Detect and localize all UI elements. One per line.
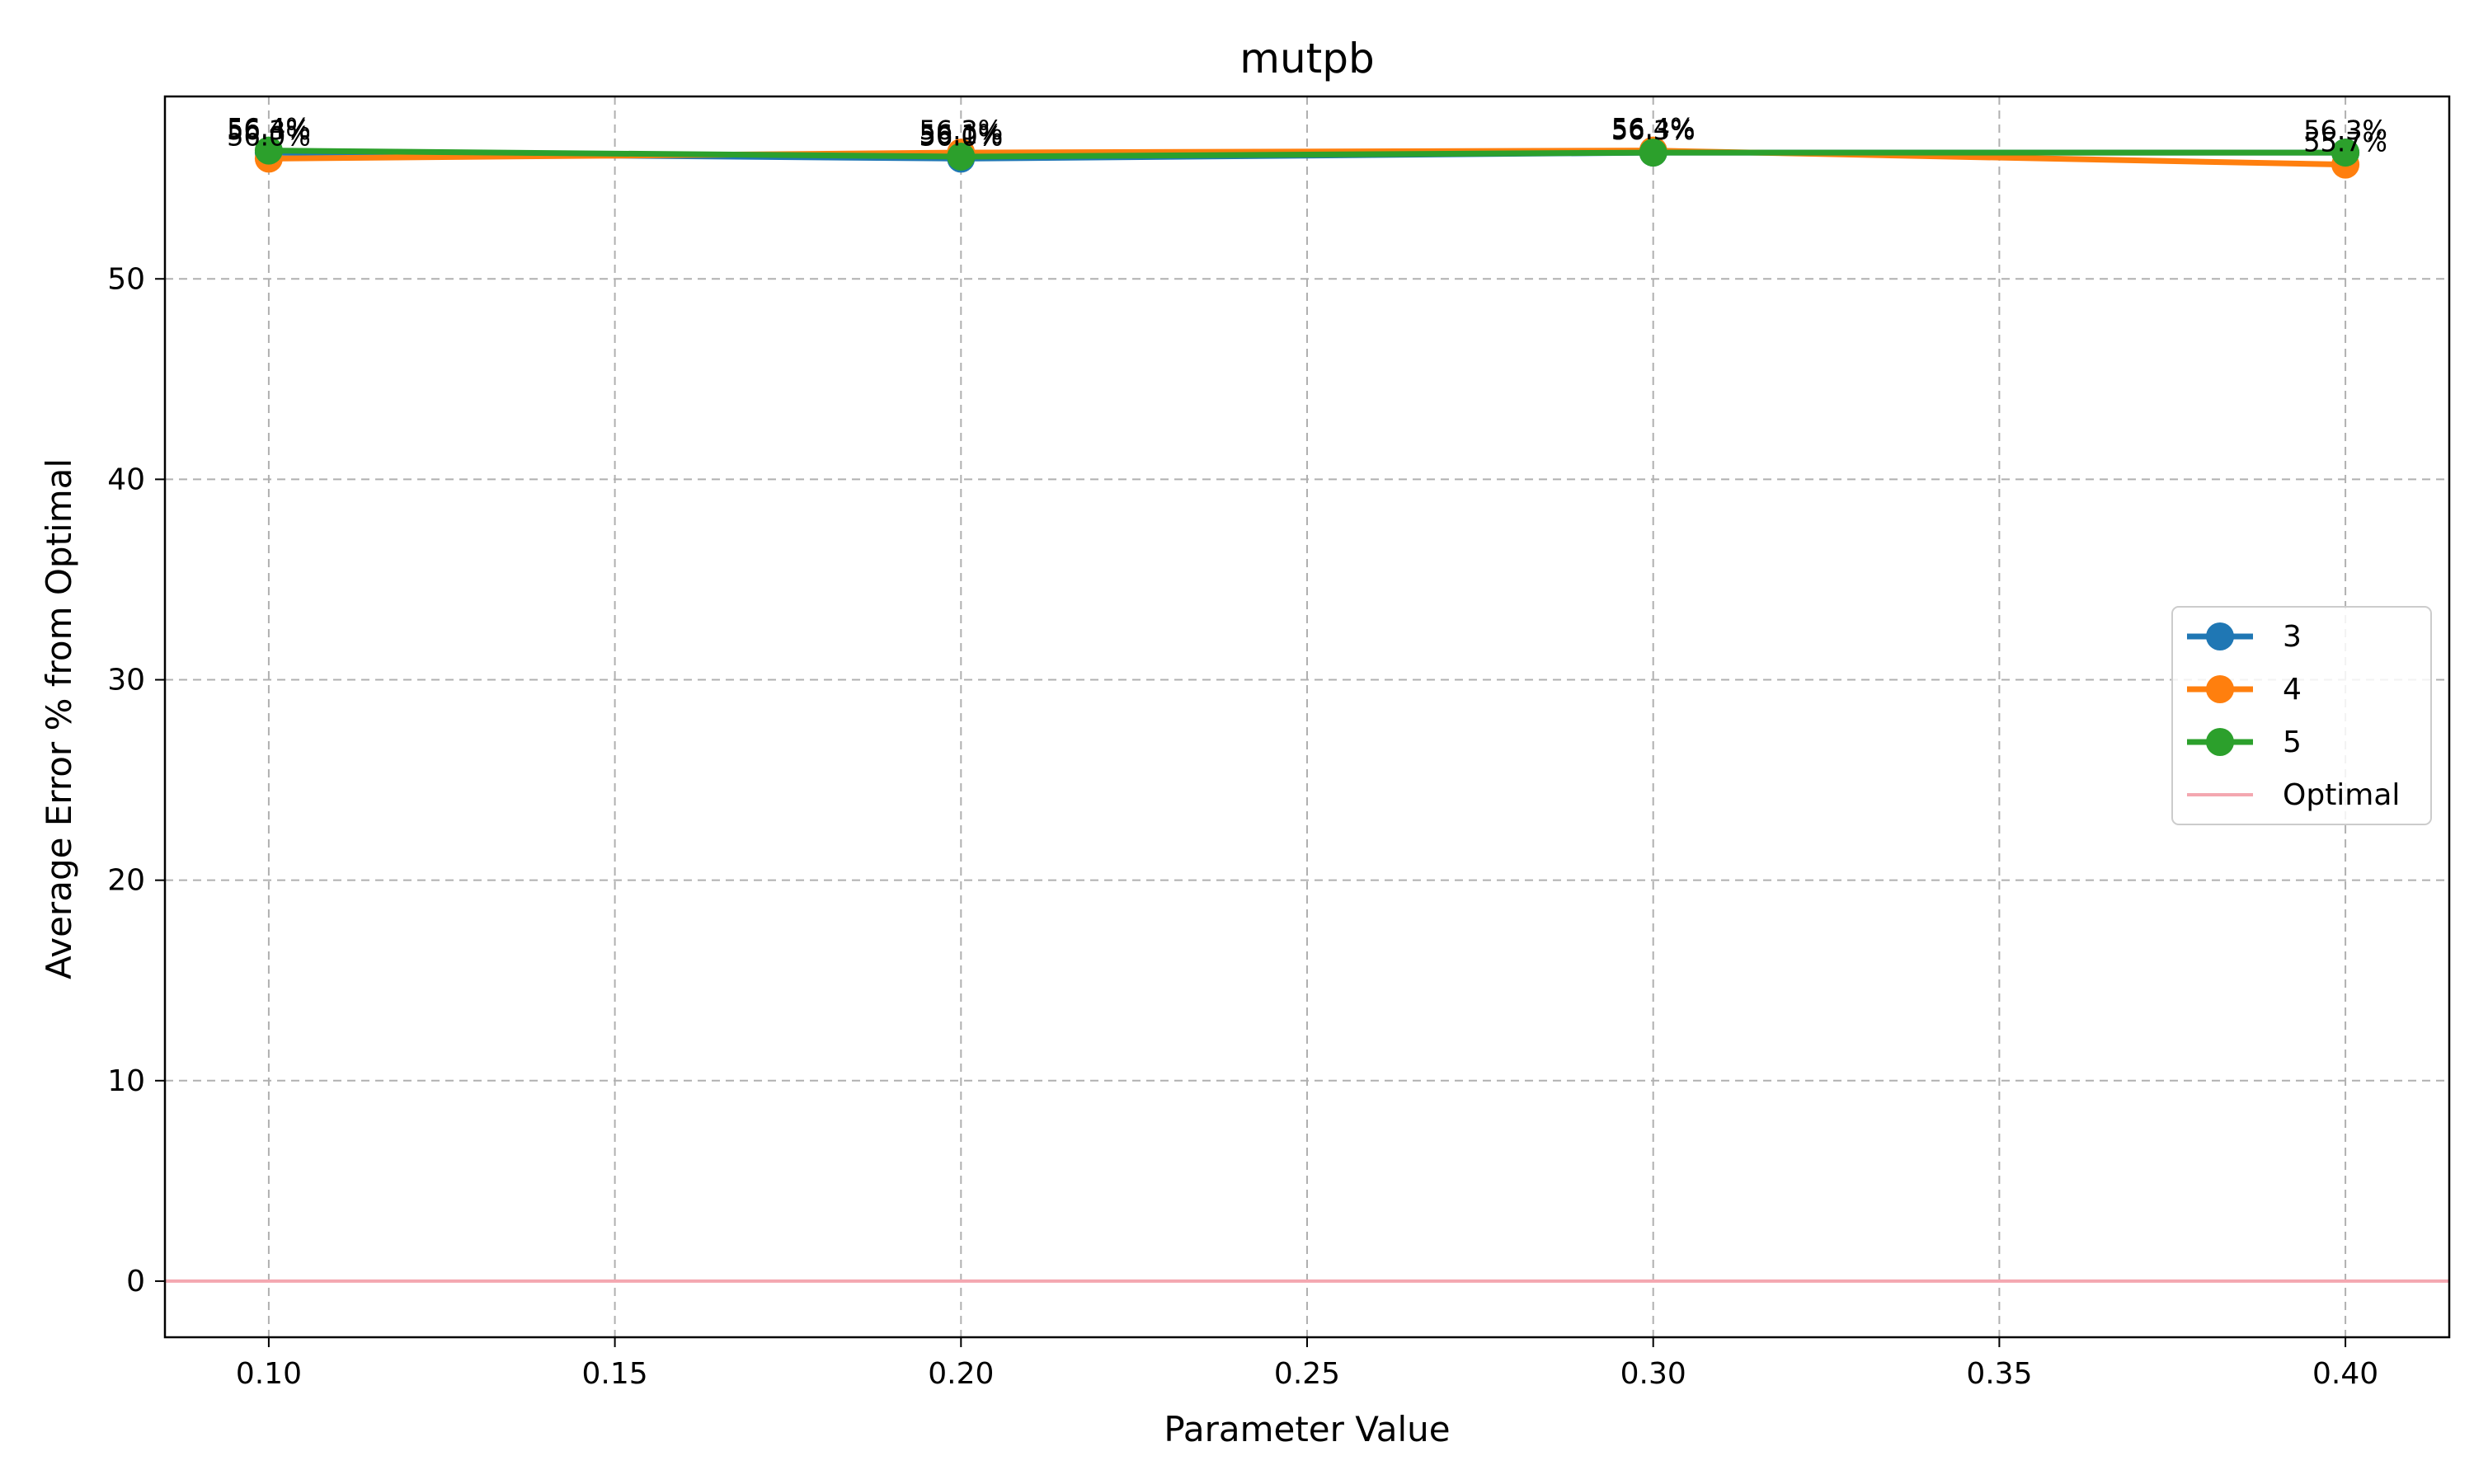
y-tick-label: 20 <box>107 864 145 898</box>
series-4-data-label: 55.7% <box>2303 127 2387 158</box>
series-5-line <box>268 148 2346 160</box>
legend-series-3-label: 3 <box>2283 620 2302 654</box>
series-5-data-label: 56.1% <box>919 119 1003 150</box>
y-tick-label: 30 <box>107 664 145 697</box>
x-tick-label: 0.10 <box>236 1357 302 1391</box>
legend-series-5-marker <box>2206 728 2234 756</box>
y-tick-label: 0 <box>126 1265 145 1298</box>
y-tick-label: 40 <box>107 463 145 496</box>
series-5-data-label: 56.3% <box>2303 115 2387 146</box>
x-tick-label: 0.35 <box>1966 1357 2032 1391</box>
chart-title: mutpb <box>1239 35 1374 82</box>
x-tick-label: 0.40 <box>2312 1357 2378 1391</box>
legend-box <box>2171 606 2432 825</box>
legend-optimal-label: Optimal <box>2283 778 2400 812</box>
data-label-layer: 56.3% 56.0% 56.3% 56.3%56.0% 56.3% 56.4% 55.7%… <box>227 113 2387 158</box>
x-tick-label: 0.20 <box>928 1357 994 1391</box>
series-layer <box>254 136 2360 179</box>
x-tick-label: 0.15 <box>582 1357 648 1391</box>
series-5-point <box>947 142 976 171</box>
legend-series-4-label: 4 <box>2283 673 2302 707</box>
series-5-point <box>1639 139 1667 167</box>
series-4-data-label: 56.4% <box>1611 113 1696 144</box>
y-tick-label: 10 <box>107 1064 145 1098</box>
series-4-data-label: 56.0% <box>227 120 311 152</box>
series-5-data-label: 56.4% <box>227 113 311 144</box>
series-3-data-label: 56.3% <box>227 115 311 146</box>
series-5-point <box>254 136 283 165</box>
y-tick-label: 50 <box>107 262 145 296</box>
legend-series-3-marker <box>2206 622 2234 650</box>
series-3-data-label: 56.3% <box>2303 115 2387 146</box>
series-3-data-label: 56.0% <box>919 120 1003 152</box>
x-tick-label: 0.25 <box>1274 1357 1340 1391</box>
series-3-data-label: 56.3% <box>1611 115 1696 146</box>
series-4-data-label: 56.3% <box>919 115 1003 146</box>
y-axis-ticks: 0 10 20 30 40 50 <box>107 262 165 1298</box>
x-tick-label: 0.30 <box>1620 1357 1686 1391</box>
legend-items: 3 4 5 Optimal <box>2187 620 2400 812</box>
x-axis-ticks: 0.10 0.15 0.20 0.25 0.30 0.35 0.40 <box>236 1337 2378 1391</box>
y-axis-label: Average Error % from Optimal <box>39 458 79 979</box>
legend-series-5-label: 5 <box>2283 726 2302 759</box>
legend-series-4-marker <box>2206 675 2234 703</box>
legend: 3 4 5 Optimal <box>2171 606 2432 825</box>
series-5-point <box>2331 139 2360 167</box>
series-5-data-label: 56.3% <box>1611 115 1696 146</box>
x-axis-label: Parameter Value <box>1164 1409 1450 1449</box>
